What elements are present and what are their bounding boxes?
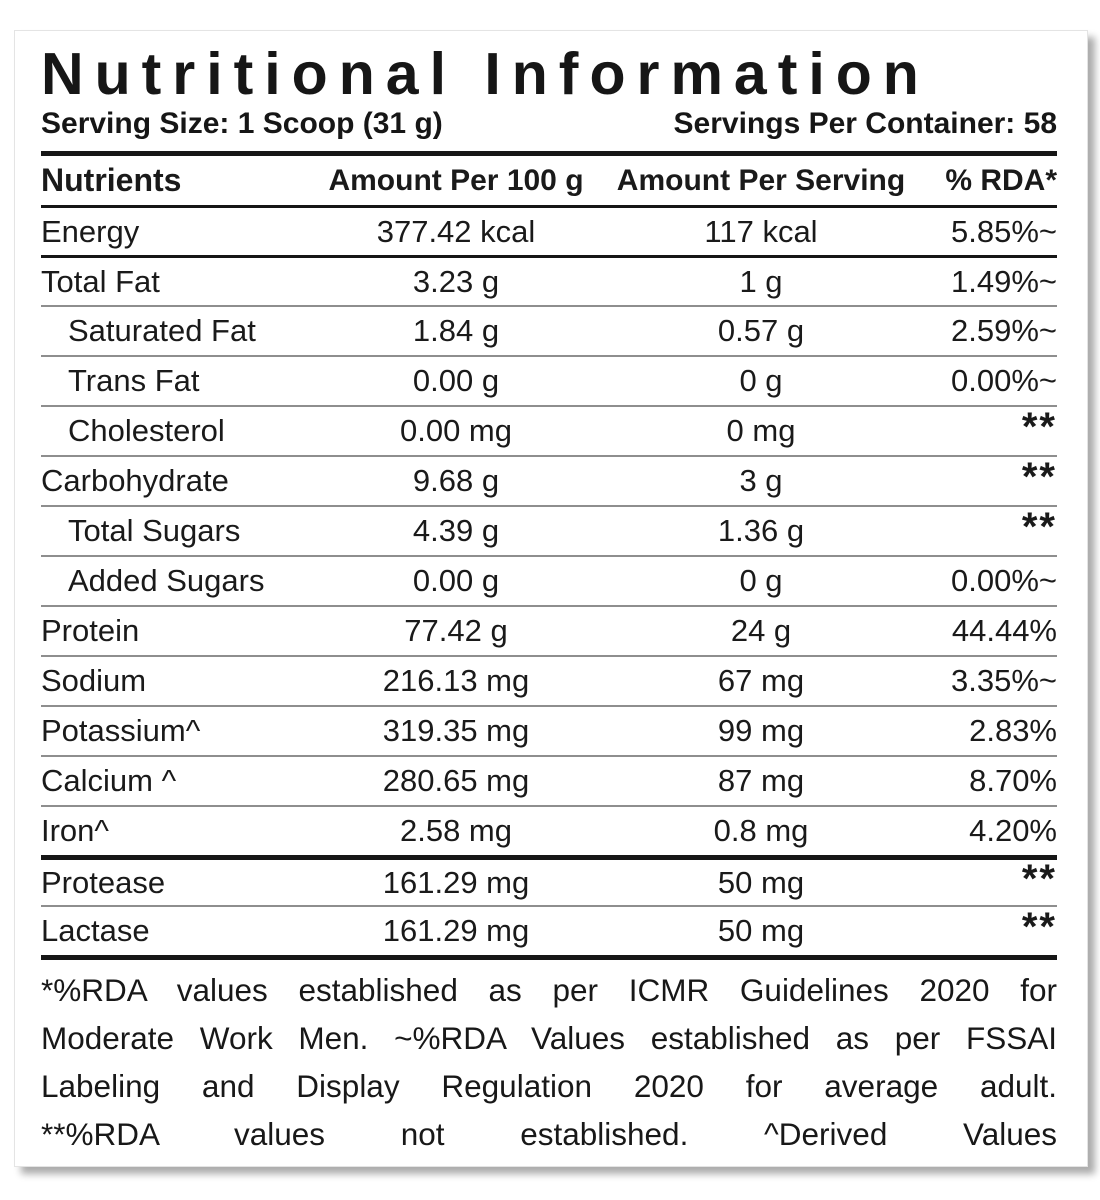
amount-per-serving: 1.36 g: [717, 513, 805, 548]
table-header-row: Nutrients Amount Per 100 g Amount Per Se…: [41, 151, 1057, 205]
nutrient-name: Potassium^: [41, 713, 201, 748]
rda-value: 1.49%~: [950, 263, 1057, 299]
amount-per-serving: 24 g: [730, 613, 792, 648]
amount-per-100g: 1.84 g: [412, 313, 500, 348]
serving-info-row: Serving Size: 1 Scoop (31 g) Servings Pe…: [41, 105, 1057, 143]
rda-value: 4.20%: [969, 813, 1057, 848]
amount-per-serving: 50 mg: [717, 864, 805, 900]
rda-value: 0.00%~: [950, 363, 1057, 398]
nutrient-name: Lactase: [41, 913, 150, 948]
amount-per-serving: 0 mg: [726, 413, 796, 448]
table-row: Protein 77.42 g 24 g 44.44%: [41, 605, 1057, 655]
amount-per-serving: 0.8 mg: [713, 813, 809, 848]
table-row: Added Sugars 0.00 g 0 g 0.00%~: [41, 555, 1057, 605]
nutrition-table-body: Energy 377.42 kcal 117 kcal 5.85%~ Total Fat…: [41, 205, 1057, 955]
nutrient-name: Cholesterol: [68, 413, 225, 448]
nutrient-name: Iron^: [41, 813, 109, 848]
table-row: Lactase 161.29 mg 50 mg **: [41, 905, 1057, 955]
rda-value: 2.83%: [969, 713, 1057, 748]
amount-per-serving: 3 g: [739, 463, 783, 498]
table-row: Trans Fat 0.00 g 0 g 0.00%~: [41, 355, 1057, 405]
rda-value: 2.59%~: [950, 313, 1057, 348]
rda-value: 3.35%~: [950, 663, 1057, 698]
amount-per-100g: 377.42 kcal: [376, 213, 536, 249]
amount-per-100g: 216.13 mg: [382, 663, 530, 698]
rda-value: 0.00%~: [950, 563, 1057, 598]
rda-value: **: [1021, 455, 1057, 499]
amount-per-serving: 50 mg: [717, 913, 805, 948]
amount-per-100g: 0.00 mg: [399, 413, 512, 448]
rda-value: 5.85%~: [950, 213, 1057, 249]
rda-value: **: [1021, 856, 1057, 901]
amount-per-100g: 0.00 g: [412, 563, 500, 598]
amount-per-100g: 161.29 mg: [382, 913, 530, 948]
footnote-line: Labeling and Display Regulation 2020 for…: [41, 1068, 1057, 1104]
servings-per-container-label: Servings Per Container: 58: [673, 107, 1057, 140]
amount-per-serving: 99 mg: [717, 713, 805, 748]
amount-per-100g: 161.29 mg: [382, 864, 530, 900]
nutrient-name: Sodium: [41, 663, 147, 698]
nutrient-name: Added Sugars: [68, 563, 265, 598]
rda-value: **: [1021, 905, 1057, 949]
amount-per-100g: 4.39 g: [412, 513, 500, 548]
table-row: Calcium ^ 280.65 mg 87 mg 8.70%: [41, 755, 1057, 805]
table-row: Cholesterol 0.00 mg 0 mg **: [41, 405, 1057, 455]
header-amount-per-100g: Amount Per 100 g: [328, 163, 584, 197]
amount-per-serving: 117 kcal: [704, 213, 818, 249]
amount-per-serving: 1 g: [739, 263, 783, 299]
header-amount-per-serving: Amount Per Serving: [616, 163, 906, 197]
serving-size-label: Serving Size: 1 Scoop (31 g): [41, 107, 443, 140]
amount-per-100g: 2.58 mg: [399, 813, 512, 848]
amount-per-100g: 0.00 g: [412, 363, 500, 398]
header-rda: % RDA*: [945, 163, 1057, 197]
nutrient-name: Carbohydrate: [41, 463, 229, 498]
nutrient-name: Total Fat: [41, 263, 160, 299]
amount-per-100g: 280.65 mg: [382, 763, 530, 798]
amount-per-serving: 0 g: [739, 563, 783, 598]
amount-per-100g: 319.35 mg: [382, 713, 530, 748]
nutrient-name: Energy: [41, 213, 140, 249]
table-row: Sodium 216.13 mg 67 mg 3.35%~: [41, 655, 1057, 705]
amount-per-100g: 77.42 g: [404, 613, 508, 648]
footnote: *%RDA values established as per ICMR Gui…: [41, 955, 1057, 1158]
table-row: Saturated Fat 1.84 g 0.57 g 2.59%~: [41, 305, 1057, 355]
table-row: Iron^ 2.58 mg 0.8 mg 4.20%: [41, 805, 1057, 855]
amount-per-serving: 67 mg: [717, 663, 805, 698]
amount-per-serving: 87 mg: [717, 763, 805, 798]
table-row: Protease 161.29 mg 50 mg **: [41, 855, 1057, 905]
rda-value: **: [1021, 405, 1057, 449]
amount-per-100g: 9.68 g: [412, 463, 500, 498]
nutrition-label-card: Nutritional Information Serving Size: 1 …: [14, 30, 1088, 1167]
rda-value: 44.44%: [951, 613, 1057, 648]
rda-value: **: [1021, 505, 1057, 549]
table-row: Total Fat 3.23 g 1 g 1.49%~: [41, 255, 1057, 305]
table-row: Potassium^ 319.35 mg 99 mg 2.83%: [41, 705, 1057, 755]
nutrient-name: Protease: [41, 864, 166, 900]
table-row: Energy 377.42 kcal 117 kcal 5.85%~: [41, 205, 1057, 255]
nutrient-name: Calcium ^: [41, 763, 177, 798]
nutrient-name: Saturated Fat: [68, 313, 256, 348]
rda-value: 8.70%: [969, 763, 1057, 798]
nutrient-name: Protein: [41, 613, 140, 648]
table-row: Total Sugars 4.39 g 1.36 g **: [41, 505, 1057, 555]
amount-per-100g: 3.23 g: [412, 263, 500, 299]
nutrient-name: Total Sugars: [68, 513, 241, 548]
page-title: Nutritional Information: [41, 41, 930, 107]
nutrition-table: Nutrients Amount Per 100 g Amount Per Se…: [41, 151, 1057, 955]
footnote-line: Moderate Work Men. ~%RDA Values establis…: [41, 1020, 1057, 1056]
amount-per-serving: 0.57 g: [717, 313, 805, 348]
footnote-line: *%RDA values established as per ICMR Gui…: [41, 972, 1057, 1008]
table-row: Carbohydrate 9.68 g 3 g **: [41, 455, 1057, 505]
header-nutrients: Nutrients: [41, 162, 182, 198]
footnote-line: **%RDA values not established. ^Derived …: [41, 1116, 1057, 1152]
amount-per-serving: 0 g: [739, 363, 783, 398]
nutrient-name: Trans Fat: [68, 363, 200, 398]
